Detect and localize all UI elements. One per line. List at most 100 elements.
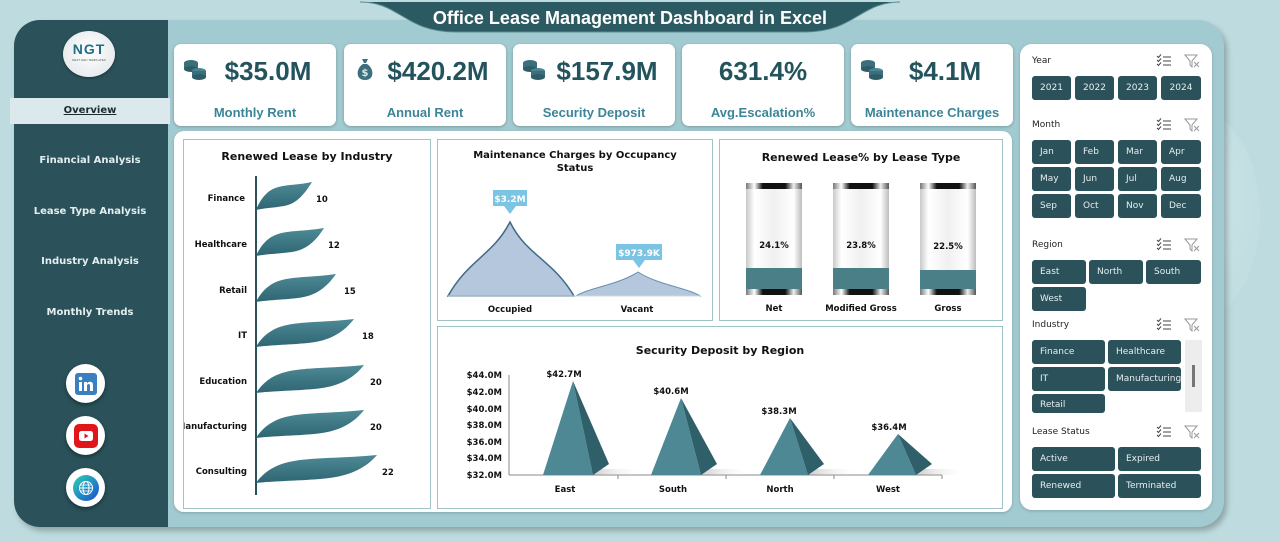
- coins-icon: [184, 60, 206, 80]
- slicer-industry-manufacturing[interactable]: Manufacturing: [1108, 367, 1181, 391]
- svg-text:South: South: [659, 485, 687, 495]
- linkedin-button[interactable]: [66, 364, 105, 403]
- chart-renewed-by-lease-type: Renewed Lease% by Lease Type 24.1% Net 2…: [719, 139, 1003, 321]
- kpi-label: Maintenance Charges: [864, 105, 1000, 120]
- multi-select-icon[interactable]: [1156, 238, 1172, 252]
- svg-text:20: 20: [370, 423, 382, 433]
- slicer-industry-finance[interactable]: Finance: [1032, 340, 1105, 364]
- title-banner: Office Lease Management Dashboard in Exc…: [360, 0, 900, 40]
- svg-text:$3.2M: $3.2M: [494, 195, 525, 205]
- slicer-status-renewed[interactable]: Renewed: [1032, 474, 1115, 498]
- clear-filter-icon[interactable]: [1184, 54, 1200, 68]
- slicer-status-terminated[interactable]: Terminated: [1118, 474, 1201, 498]
- globe-icon: [72, 474, 99, 501]
- chart-plot: Finance 10 Healthcare 12 Retail 15 IT 18…: [184, 176, 394, 495]
- clear-filter-icon[interactable]: [1184, 425, 1200, 439]
- clear-filter-icon[interactable]: [1184, 318, 1200, 332]
- kpi-card-avg-escalation: 631.4% Avg.Escalation%: [682, 44, 844, 126]
- slicer-year-2021[interactable]: 2021: [1032, 76, 1071, 100]
- clear-filter-icon[interactable]: [1184, 118, 1200, 132]
- svg-text:$40.6M: $40.6M: [653, 387, 688, 397]
- bar-consulting: Consulting 22: [196, 455, 394, 483]
- slicer-region-east[interactable]: East: [1032, 260, 1086, 284]
- slicer-region-west[interactable]: West: [1032, 287, 1086, 311]
- bar-south: $40.6M South: [641, 387, 751, 495]
- slicer-month-nov[interactable]: Nov: [1118, 194, 1157, 218]
- slicer-region-south[interactable]: South: [1146, 260, 1201, 284]
- bar-gross: 22.5% Gross: [920, 183, 976, 314]
- svg-text:$973.9K: $973.9K: [618, 249, 661, 259]
- chart-title: Security Deposit by Region: [635, 344, 805, 357]
- axis-label: Finance: [208, 194, 246, 204]
- chart-maintenance-by-occupancy: Maintenance Charges by Occupancy Status …: [437, 139, 713, 321]
- logo-subtext: NEXT GEN TEMPLATES: [72, 58, 106, 62]
- slicer-month-aug[interactable]: Aug: [1161, 167, 1201, 191]
- svg-text:Education: Education: [199, 377, 247, 387]
- slicer-month-mar[interactable]: Mar: [1118, 140, 1157, 164]
- slicer-status-expired[interactable]: Expired: [1118, 447, 1201, 471]
- multi-select-icon[interactable]: [1156, 425, 1172, 439]
- svg-text:Retail: Retail: [219, 286, 247, 296]
- kpi-label: Security Deposit: [542, 105, 646, 120]
- kpi-value: $35.0M: [224, 56, 312, 86]
- slicer-title-lease-status: Lease Status: [1032, 427, 1090, 437]
- industry-scrollbar[interactable]: [1185, 340, 1202, 412]
- svg-text:Vacant: Vacant: [621, 305, 654, 315]
- chart-title: Renewed Lease by Industry: [221, 150, 393, 163]
- slicer-industry-it[interactable]: IT: [1032, 367, 1105, 391]
- slicer-status-active[interactable]: Active: [1032, 447, 1115, 471]
- slicer-month-may[interactable]: May: [1032, 167, 1071, 191]
- svg-text:Manufacturing: Manufacturing: [184, 422, 247, 432]
- slicer-title-region: Region: [1032, 240, 1063, 250]
- multi-select-icon[interactable]: [1156, 54, 1172, 68]
- slicer-title-industry: Industry: [1032, 320, 1070, 330]
- slicer-region-north[interactable]: North: [1089, 260, 1143, 284]
- bar-net: 24.1% Net: [746, 183, 802, 314]
- slicer-month-feb[interactable]: Feb: [1075, 140, 1114, 164]
- kpi-value: 631.4%: [718, 56, 808, 86]
- clear-filter-icon[interactable]: [1184, 238, 1200, 252]
- chart-title: Maintenance Charges by Occupancy Status: [473, 150, 677, 174]
- slicer-month-sep[interactable]: Sep: [1032, 194, 1071, 218]
- slicer-year-2022[interactable]: 2022: [1075, 76, 1114, 100]
- bar-retail: Retail 15: [219, 274, 356, 302]
- slicer-month-oct[interactable]: Oct: [1075, 194, 1114, 218]
- svg-text:$38.3M: $38.3M: [761, 407, 796, 417]
- svg-text:$44.0M: $44.0M: [467, 371, 502, 381]
- svg-text:Modified Gross: Modified Gross: [825, 304, 897, 314]
- coins-icon: [861, 60, 883, 80]
- slicer-month-apr[interactable]: Apr: [1161, 140, 1201, 164]
- slicer-year-2023[interactable]: 2023: [1118, 76, 1157, 100]
- slicer-month-jul[interactable]: Jul: [1118, 167, 1157, 191]
- sidebar-item-monthly-trends[interactable]: Monthly Trends: [46, 307, 134, 318]
- bar-finance: Finance 10: [208, 182, 328, 210]
- youtube-icon: [73, 423, 98, 448]
- slicer-year-2024[interactable]: 2024: [1161, 76, 1201, 100]
- svg-text:West: West: [876, 485, 900, 495]
- kpi-value: $420.2M: [387, 56, 489, 86]
- svg-text:$38.0M: $38.0M: [467, 421, 502, 431]
- sidebar-item-lease-type-analysis[interactable]: Lease Type Analysis: [33, 206, 147, 217]
- svg-text:18: 18: [362, 332, 374, 342]
- slicer-month-jan[interactable]: Jan: [1032, 140, 1071, 164]
- svg-text:$34.0M: $34.0M: [467, 454, 502, 464]
- logo-text: NGT: [72, 41, 106, 57]
- slicer-industry-retail[interactable]: Retail: [1032, 394, 1105, 413]
- slicer-month-jun[interactable]: Jun: [1075, 167, 1114, 191]
- sidebar-item-financial-analysis[interactable]: Financial Analysis: [39, 155, 141, 166]
- multi-select-icon[interactable]: [1156, 318, 1172, 332]
- sidebar-item-industry-analysis[interactable]: Industry Analysis: [41, 256, 139, 267]
- scrollbar-thumb[interactable]: [1192, 365, 1195, 387]
- sidebar-item-overview[interactable]: Overview: [10, 98, 170, 124]
- youtube-button[interactable]: [66, 416, 105, 455]
- svg-text:North: North: [766, 485, 793, 495]
- slicer-industry-healthcare[interactable]: Healthcare: [1108, 340, 1181, 364]
- chart-renewed-lease-by-industry: Renewed Lease by Industry Finance 10 Hea…: [183, 139, 431, 509]
- website-button[interactable]: [66, 468, 105, 507]
- slicer-month-dec[interactable]: Dec: [1161, 194, 1201, 218]
- multi-select-icon[interactable]: [1156, 118, 1172, 132]
- svg-text:$40.0M: $40.0M: [467, 405, 502, 415]
- data-label-vacant: $973.9K: [616, 244, 662, 268]
- svg-text:22: 22: [382, 468, 394, 478]
- svg-text:Healthcare: Healthcare: [195, 240, 248, 250]
